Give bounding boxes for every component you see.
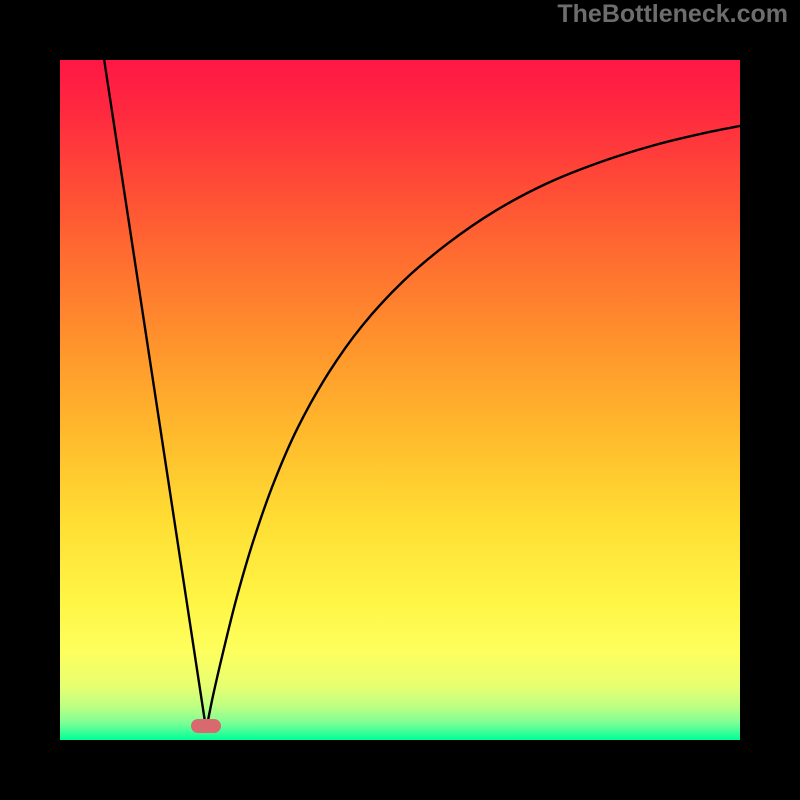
chart-container: TheBottleneck.com: [0, 0, 800, 800]
plot-frame: [0, 0, 800, 800]
